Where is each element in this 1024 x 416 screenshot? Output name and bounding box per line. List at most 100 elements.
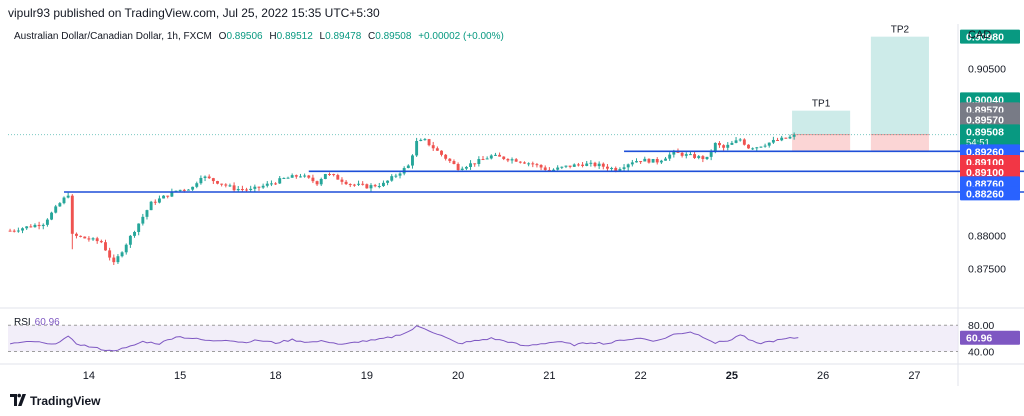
price-tick-label: 0.90500	[968, 64, 1006, 76]
time-tick-label: 19	[361, 370, 373, 382]
candle-body	[104, 242, 107, 251]
symbol-title: Australian Dollar/Canadian Dollar, 1h, F…	[14, 31, 212, 42]
candle-body	[195, 183, 199, 187]
price-badge-text: 0.89570	[966, 114, 1004, 126]
candle-body	[427, 139, 431, 146]
candle-body	[581, 164, 585, 166]
candle-body	[423, 139, 427, 141]
candle-body	[29, 226, 33, 228]
candle-body	[684, 154, 688, 156]
price-tick-label: 0.87500	[968, 264, 1006, 276]
candle-body	[187, 189, 190, 191]
candle-body	[734, 140, 738, 143]
candle-body	[99, 241, 103, 243]
candle-body	[124, 244, 128, 253]
candle-body	[481, 159, 485, 161]
candle-body	[460, 168, 464, 170]
price-tick-label: 0.88000	[968, 230, 1006, 242]
close-value: 0.89508	[375, 31, 412, 42]
candle-body	[269, 183, 273, 185]
candle-body	[514, 159, 518, 162]
candle-body	[162, 195, 166, 199]
candle-body	[477, 159, 481, 164]
candle-body	[249, 188, 253, 191]
candle-body	[232, 185, 236, 191]
candle-body	[278, 178, 282, 184]
candle-body	[381, 182, 385, 187]
time-tick-label: 26	[817, 370, 829, 382]
candle-body	[245, 189, 248, 191]
candle-body	[411, 155, 414, 166]
candle-body	[464, 166, 468, 169]
chart-area[interactable]: TP1 TP2 0.90500 0.88000 0.87500 80.00 40.00 0.9…	[0, 24, 1024, 386]
candle-body	[191, 186, 195, 190]
time-tick-label: 27	[908, 370, 920, 382]
candle-body	[626, 164, 630, 168]
candle-body	[228, 185, 232, 187]
price-badge-text: 0.89100	[966, 167, 1004, 179]
candle-body	[58, 203, 62, 207]
published-by-text: vipulr93 published on TradingView.com, J…	[8, 6, 380, 20]
candle-body	[701, 156, 705, 160]
candle-body	[340, 179, 344, 182]
candle-body	[518, 161, 522, 163]
price-badge-bg	[960, 124, 1020, 149]
candle-body	[145, 210, 149, 217]
time-tick-label: 20	[452, 370, 464, 382]
price-badge-bg	[960, 144, 1020, 159]
candle-body	[299, 176, 302, 178]
price-badge-text: 0.88260	[966, 188, 1004, 200]
candle-body	[37, 224, 41, 227]
candle-body	[784, 137, 788, 139]
time-tick-label: 25	[726, 370, 738, 382]
candle-body	[386, 180, 390, 183]
candle-body	[220, 183, 224, 185]
candle-body	[66, 195, 70, 198]
price-badge-10: 0.88260	[960, 186, 1020, 201]
candle-body	[311, 177, 315, 182]
candle-body	[157, 198, 161, 203]
candle-body	[112, 257, 116, 263]
candle-body	[622, 167, 626, 169]
candle-body	[531, 163, 535, 165]
candle-body	[788, 136, 792, 139]
candle-body	[618, 168, 622, 171]
candle-body	[216, 181, 219, 184]
price-badge-1: 0.90980	[960, 29, 1020, 44]
high-label: H	[269, 31, 277, 42]
candle-body	[282, 177, 286, 179]
candle-body	[647, 158, 651, 163]
candle-body	[286, 177, 290, 179]
tradingview-logo-icon	[10, 393, 26, 406]
candle-body	[659, 160, 663, 163]
price-chart-svg[interactable]: TP1 TP2 0.90500 0.88000 0.87500 80.00 40.00 0.9…	[0, 24, 1024, 386]
close-label: C	[368, 31, 376, 42]
target-profit-zone-2	[870, 36, 929, 135]
rsi-tick-label: 80.00	[968, 320, 994, 332]
candle-body	[473, 163, 477, 165]
candle-body	[307, 175, 311, 178]
rsi-badge-bg	[960, 330, 1020, 345]
candle-body	[294, 175, 298, 177]
target-label-2: TP2	[891, 25, 910, 36]
candle-body	[601, 163, 605, 167]
price-badge-text: 0.90980	[966, 32, 1004, 44]
candle-body	[265, 183, 269, 186]
currency-label: CAD	[968, 29, 992, 41]
countdown-text: 54:51	[966, 137, 990, 148]
candle-body	[87, 238, 91, 240]
candle-body	[610, 167, 614, 169]
candle-body	[224, 184, 228, 186]
candle-body	[589, 162, 593, 164]
candle-body	[672, 150, 676, 155]
candle-body	[25, 226, 29, 229]
candle-body	[91, 238, 95, 240]
candle-body	[166, 195, 170, 197]
candle-body	[54, 206, 58, 213]
candle-body	[62, 197, 66, 204]
candle-body	[693, 154, 697, 158]
candle-body	[556, 167, 560, 170]
candle-body	[630, 162, 634, 165]
candle-body	[174, 190, 178, 192]
candle-body	[16, 230, 20, 232]
